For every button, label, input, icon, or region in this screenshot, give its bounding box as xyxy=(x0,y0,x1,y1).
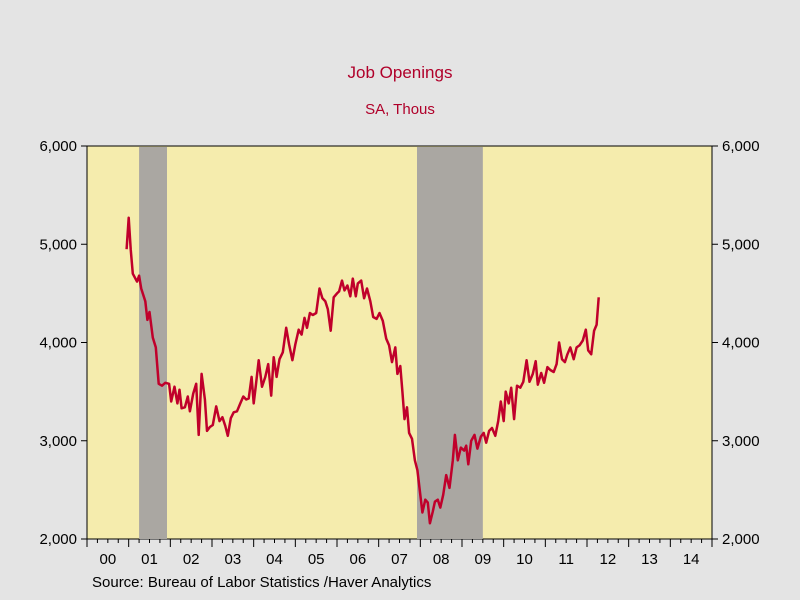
x-tick-label: 11 xyxy=(558,551,574,568)
y-tick-label-left: 4,000 xyxy=(39,335,77,352)
y-tick-label-right: 2,000 xyxy=(722,531,760,548)
recession-band xyxy=(139,147,167,539)
x-tick-label: 06 xyxy=(349,551,366,568)
source-note: Source: Bureau of Labor Statistics /Have… xyxy=(92,574,431,591)
x-tick-label: 00 xyxy=(99,551,116,568)
y-tick-label-left: 2,000 xyxy=(39,531,77,548)
y-tick-label-left: 5,000 xyxy=(39,236,77,253)
y-tick-label-right: 3,000 xyxy=(722,433,760,450)
job-openings-line xyxy=(125,216,600,525)
x-tick-label: 13 xyxy=(641,551,658,568)
x-tick-label: 08 xyxy=(433,551,450,568)
y-tick-label-right: 6,000 xyxy=(722,138,760,155)
x-tick-label: 07 xyxy=(391,551,408,568)
x-tick-label: 09 xyxy=(474,551,491,568)
y-axis: 2,000 2,000 3,000 3,000 4,000 4,000 5,000 5,000… xyxy=(39,138,759,548)
recession-bands xyxy=(139,147,483,539)
x-tick-label: 14 xyxy=(683,551,700,568)
recession-band xyxy=(417,147,483,539)
y-tick-label-left: 6,000 xyxy=(39,138,77,155)
x-tick-label: 10 xyxy=(516,551,533,568)
x-tick-label: 04 xyxy=(266,551,283,568)
y-tick-label-right: 5,000 xyxy=(722,236,760,253)
x-axis: 00 01 02 03 04 05 06 07 08 09 10 11 12 13 14 xyxy=(86,539,713,568)
plot-area xyxy=(86,145,713,540)
chart-subtitle: SA, Thous xyxy=(365,101,435,118)
x-tick-label: 01 xyxy=(141,551,158,568)
x-tick-label: 05 xyxy=(308,551,325,568)
y-tick-label-right: 4,000 xyxy=(722,335,760,352)
x-tick-label: 02 xyxy=(183,551,200,568)
chart-title: Job Openings xyxy=(348,63,453,82)
y-tick-label-left: 3,000 xyxy=(39,433,77,450)
x-tick-label: 12 xyxy=(599,551,616,568)
x-tick-label: 03 xyxy=(224,551,241,568)
